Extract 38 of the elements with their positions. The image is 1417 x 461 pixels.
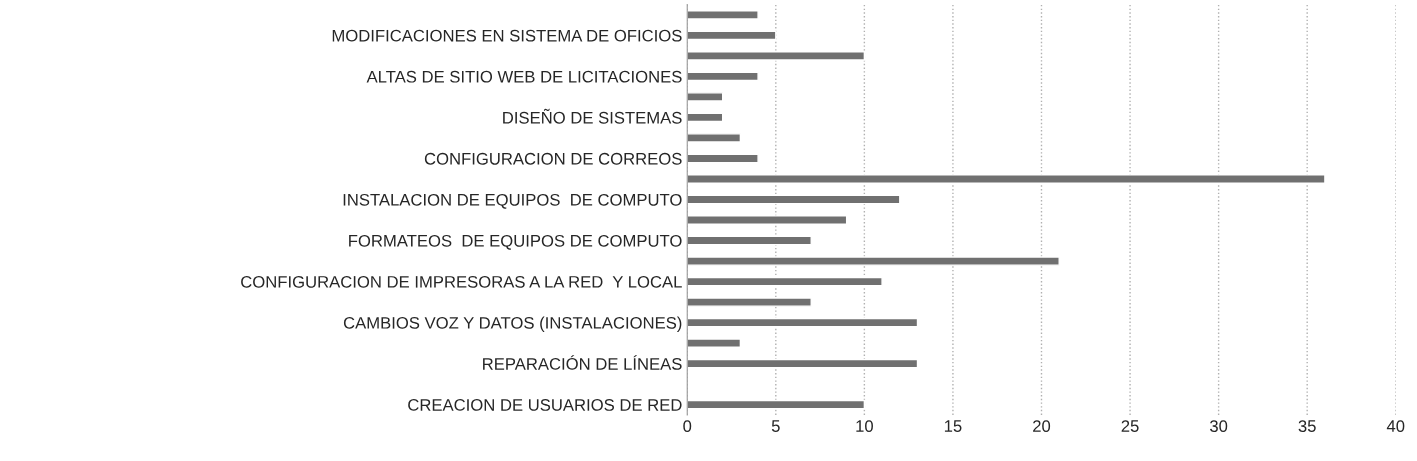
x-tick-label: 20	[1033, 420, 1051, 432]
bar	[687, 10, 759, 20]
x-tick-label: 25	[1121, 420, 1139, 432]
x-tick-label: 40	[1386, 420, 1405, 432]
bar	[687, 174, 1326, 184]
bar	[687, 338, 742, 348]
bar	[687, 358, 919, 369]
x-tick-label: 5	[771, 420, 780, 432]
bar	[687, 112, 724, 123]
x-tick-label: 10	[856, 420, 873, 432]
bar	[687, 153, 759, 164]
bar	[687, 235, 812, 246]
x-tick-label: 15	[944, 420, 962, 432]
bar	[687, 399, 866, 410]
x-tick-label: 35	[1298, 420, 1316, 432]
y-tick-label: CAMBIOS VOZ Y DATOS (INSTALACIONES)	[343, 316, 682, 333]
x-tick-label: 0	[683, 420, 692, 432]
bar	[687, 51, 866, 61]
bar	[687, 92, 724, 102]
bar	[687, 30, 777, 41]
bar	[687, 133, 742, 143]
bar	[687, 276, 883, 287]
bar	[687, 297, 812, 307]
bar	[687, 317, 919, 328]
x-tick-label: 30	[1209, 420, 1228, 432]
y-tick-label: CREACION DE USUARIOS DE RED	[408, 399, 682, 411]
y-tick-label: FORMATEOS DE EQUIPOS DE COMPUTO	[349, 234, 682, 250]
y-tick-label: MODIFICACIONES EN SISTEMA DE OFICIOS	[332, 29, 682, 42]
y-tick-label: INSTALACION DE EQUIPOS DE COMPUTO	[343, 193, 682, 209]
bar	[687, 194, 901, 205]
y-tick-label: REPARACIÓN DE LÍNEAS	[483, 355, 682, 370]
bar	[687, 215, 848, 225]
bar	[687, 71, 759, 82]
bar	[687, 256, 1060, 266]
y-tick-label: DISEÑO DE SISTEMAS	[503, 108, 682, 124]
y-tick-label: CONFIGURACION DE IMPRESORAS A LA RED Y LOCAL	[241, 275, 682, 288]
y-tick-label: CONFIGURACION DE CORREOS	[424, 152, 682, 165]
y-tick-label: ALTAS DE SITIO WEB DE LICITACIONES	[366, 70, 682, 83]
